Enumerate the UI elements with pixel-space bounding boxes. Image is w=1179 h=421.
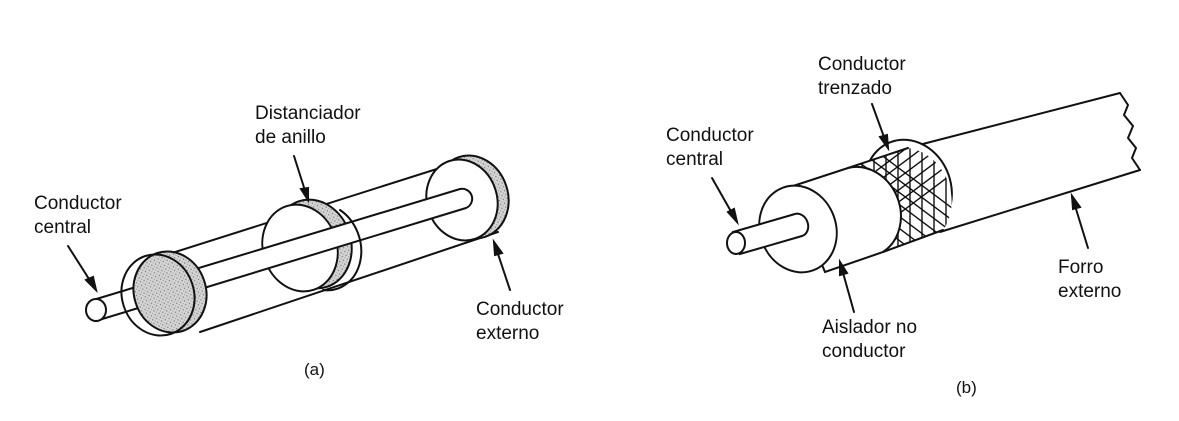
jacket-torn-edge — [1119, 92, 1141, 171]
caption-a: (a) — [304, 360, 325, 379]
label-b-insulator-line1: Aislador no — [822, 317, 917, 338]
center-conductor-b-end — [726, 231, 746, 255]
rod-end-cap — [85, 298, 107, 322]
coax-b-drawing — [711, 92, 1141, 313]
label-b-braid-line2: trenzado — [818, 78, 892, 99]
braid-top-line — [847, 147, 909, 169]
spacer-ring-front-arc — [322, 209, 363, 292]
label-b-braid-line1: Conductor — [818, 54, 906, 75]
label-a-spacer-line2: de anillo — [255, 127, 326, 148]
braid-bottom-line — [882, 229, 944, 253]
center-conductor-b — [731, 212, 810, 256]
label-b-central-line2: central — [666, 149, 723, 170]
label-a-central-line2: central — [34, 217, 91, 238]
label-b-jacket-line1: Forro — [1058, 257, 1103, 278]
label-b-central-line1: Conductor — [666, 125, 754, 146]
label-b-jacket-line2: externo — [1058, 281, 1121, 302]
caption-b: (b) — [956, 378, 977, 397]
front-ring-band — [132, 250, 208, 334]
coax-a-drawing — [67, 154, 511, 337]
label-a-outer-line2: externo — [476, 323, 539, 344]
label-a-outer-line1: Conductor — [476, 299, 564, 320]
jacket-top-line — [914, 92, 1121, 147]
jacket-bottom-line — [939, 169, 1141, 233]
front-ring-face — [120, 253, 196, 337]
label-b-insulator-line2: conductor — [822, 341, 906, 362]
label-a-spacer-line1: Distanciador — [255, 103, 361, 124]
label-a-central-line1: Conductor — [34, 193, 122, 214]
